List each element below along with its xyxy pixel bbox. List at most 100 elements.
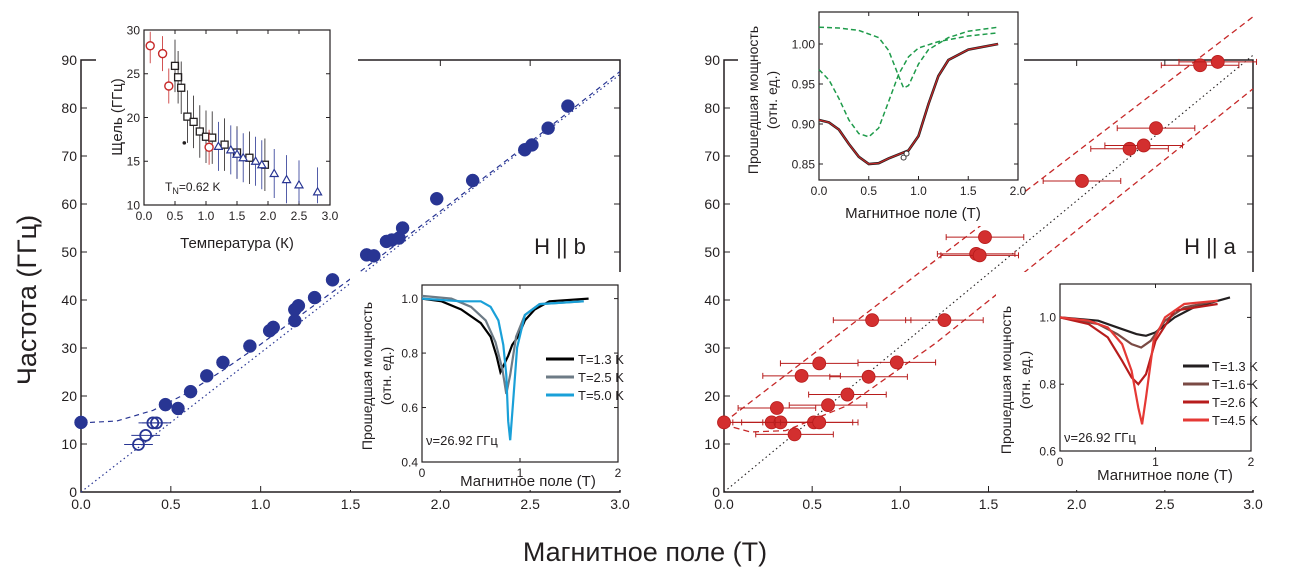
x-tick-label: 0.0 <box>71 496 91 512</box>
x-tick-label: 1.0 <box>891 496 911 512</box>
data-point <box>158 397 173 412</box>
data-triangle <box>293 179 305 189</box>
legend-label: T=4.5 K <box>1212 413 1258 428</box>
inset-x-label: Магнитное поле (Т) <box>460 473 596 490</box>
x-tick-label: 1 <box>517 466 524 480</box>
data-point <box>74 415 88 430</box>
y-tick-label: 20 <box>61 388 77 404</box>
data-point <box>1136 138 1151 153</box>
data-point-open <box>903 150 910 157</box>
y-tick-label: 50 <box>704 244 720 260</box>
data-point <box>1149 121 1163 136</box>
x-tick-label: 2 <box>1248 455 1255 469</box>
y-tick-label: 10 <box>704 436 720 452</box>
legend-label: T=5.0 K <box>578 388 624 403</box>
legend-label: T=1.3 K <box>1212 359 1258 374</box>
data-point <box>861 369 876 384</box>
data-point <box>821 398 835 413</box>
y-tick-label: 70 <box>61 148 77 164</box>
data-point <box>787 427 802 442</box>
data-point-open <box>900 154 907 161</box>
x-tick-label: 0.0 <box>714 496 734 512</box>
x-tick-label: 1.5 <box>960 184 977 198</box>
data-point <box>291 299 306 313</box>
data-point <box>937 313 952 328</box>
y-tick-label: 0.8 <box>401 346 418 360</box>
data-point <box>1193 58 1207 73</box>
data-triangle <box>238 152 249 162</box>
neel-temperature-symbol: T <box>165 180 173 194</box>
y-tick-label: 1.0 <box>1039 311 1056 325</box>
data-square <box>220 140 229 149</box>
fit-green-1 <box>818 32 999 138</box>
inset-y-label: Прошедшая мощность <box>359 302 375 450</box>
data-square <box>195 127 204 136</box>
data-point <box>865 313 880 328</box>
series-line-2 <box>421 297 584 441</box>
y-tick-label: 0 <box>712 484 720 500</box>
y-tick-label: 15 <box>127 155 141 169</box>
data-point <box>794 368 809 383</box>
inset-frame <box>421 284 619 463</box>
x-tick-label: 0.0 <box>811 184 828 198</box>
y-tick-label: 40 <box>61 292 77 308</box>
data-circle <box>145 41 155 51</box>
y-tick-label: 1.0 <box>401 292 418 306</box>
legend-label: T=2.6 K <box>1212 395 1258 410</box>
y-tick-label: 20 <box>704 388 720 404</box>
series-line-0 <box>1059 296 1231 337</box>
y-tick-label: 0.6 <box>401 401 418 415</box>
x-tick-label: 1.0 <box>198 209 215 223</box>
data-point-small <box>182 141 187 145</box>
data-square <box>177 83 186 92</box>
data-square <box>183 112 192 121</box>
data-point <box>325 273 340 287</box>
data-square <box>208 133 217 142</box>
inset-y-label: Прошедшая мощность <box>745 26 761 174</box>
y-tick-label: 30 <box>704 340 720 356</box>
x-tick-label: 2.5 <box>1155 496 1175 512</box>
x-tick-label: 3.0 <box>322 209 339 223</box>
neel-temperature-subscript: N <box>172 186 179 196</box>
data-point <box>307 290 322 305</box>
data-point <box>1210 55 1225 69</box>
inset-y-label: Прошедшая мощность <box>998 306 1014 454</box>
shared-x-axis-label: Магнитное поле (Т) <box>523 537 767 567</box>
data-triangle <box>225 144 236 154</box>
x-tick-label: 2.0 <box>260 209 277 223</box>
data-circle <box>164 81 174 91</box>
data-point-open <box>150 416 163 430</box>
data-triangle <box>256 159 267 169</box>
y-tick-label: 0.95 <box>792 77 816 91</box>
y-tick-label: 0.4 <box>401 455 418 469</box>
data-triangle <box>281 174 292 184</box>
data-square <box>170 61 180 71</box>
data-circle <box>204 142 214 152</box>
y-tick-label: 60 <box>704 196 720 212</box>
y-tick-label: 30 <box>61 340 77 356</box>
data-point <box>1122 141 1137 156</box>
y-tick-label: 80 <box>61 100 77 116</box>
x-tick-label: 2.0 <box>1067 496 1087 512</box>
x-tick-label: 1.0 <box>910 184 927 198</box>
x-tick-label: 3.0 <box>610 496 630 512</box>
x-tick-label: 0.5 <box>167 209 184 223</box>
y-tick-label: 0.6 <box>1039 444 1056 458</box>
data-point <box>1075 174 1089 188</box>
series-line-1 <box>1059 299 1218 349</box>
neel-temperature-label: TN=0.62 K <box>165 180 221 196</box>
data-point <box>978 230 992 245</box>
x-tick-label: 1.5 <box>341 496 361 512</box>
inset-x-label: Магнитное поле (Т) <box>845 205 981 222</box>
data-point <box>243 339 257 353</box>
data-point <box>171 401 185 416</box>
x-tick-label: 0.5 <box>802 496 822 512</box>
legend-label: T=1.3 K <box>578 352 624 367</box>
inset-y-label: Щель (ГГц) <box>109 78 126 155</box>
x-tick-label: 2 <box>615 466 622 480</box>
x-tick-label: 2.5 <box>520 496 540 512</box>
data-point <box>812 415 827 430</box>
data-point <box>367 249 381 263</box>
fit-green-2 <box>818 26 999 90</box>
shared-y-axis-label: Частота (ГГц) <box>12 215 42 385</box>
